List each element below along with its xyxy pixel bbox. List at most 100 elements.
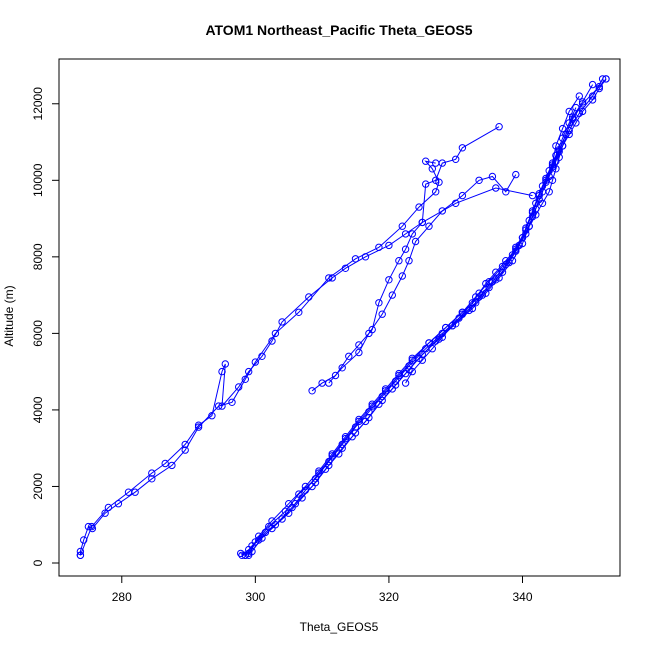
data-point — [428, 345, 436, 353]
data-point — [588, 96, 597, 104]
series-2 — [76, 184, 537, 559]
y-tick-label: 10000 — [31, 163, 45, 197]
data-point — [535, 190, 543, 198]
data-point — [341, 434, 350, 443]
data-point — [448, 322, 457, 330]
data-point — [488, 172, 497, 181]
data-point — [328, 450, 336, 458]
plot-area-frame — [58, 58, 621, 577]
data-point — [532, 211, 540, 219]
data-point — [168, 461, 176, 470]
data-point — [408, 367, 416, 376]
data-point — [251, 538, 260, 546]
chart-title: ATOM1 Northeast_Pacific Theta_GEOS5 — [205, 22, 472, 38]
data-point — [305, 293, 313, 301]
data-point — [568, 113, 577, 121]
data-point — [565, 107, 573, 116]
data-point — [328, 274, 336, 282]
data-point — [361, 417, 370, 426]
data-point — [295, 308, 303, 316]
data-point — [251, 358, 260, 366]
data-point — [398, 222, 406, 230]
series-8 — [245, 103, 580, 558]
data-point — [308, 387, 316, 395]
series-line — [328, 174, 517, 384]
y-axis: 0 2000 4000 6000 8000 10000 12000 — [31, 87, 60, 566]
data-point — [482, 279, 490, 288]
y-tick-label: 2000 — [31, 473, 45, 500]
series-10 — [401, 75, 610, 387]
data-point — [408, 354, 416, 362]
data-point — [411, 237, 420, 246]
x-tick-label: 300 — [245, 590, 265, 604]
data-point — [502, 188, 510, 196]
data-point — [512, 245, 520, 253]
data-point — [408, 356, 416, 364]
series-line — [241, 78, 604, 556]
data-point — [405, 257, 413, 265]
data-point — [512, 247, 520, 255]
data-point — [555, 147, 563, 156]
series-7 — [241, 92, 583, 559]
data-point — [475, 289, 483, 297]
data-point — [268, 517, 276, 525]
series-layer — [76, 75, 610, 559]
data-point — [281, 507, 290, 515]
series-line — [405, 78, 607, 384]
data-point — [458, 144, 467, 152]
data-point — [378, 310, 386, 318]
data-point — [245, 551, 253, 559]
series-line — [240, 78, 607, 556]
data-point — [218, 367, 226, 376]
data-point — [278, 318, 286, 326]
data-point — [548, 176, 557, 185]
data-point — [315, 467, 323, 475]
data-point — [595, 82, 603, 91]
data-point — [325, 379, 333, 387]
series-line — [79, 160, 440, 556]
data-point — [368, 402, 376, 410]
data-point — [578, 100, 587, 108]
data-point — [345, 352, 353, 360]
data-point — [221, 360, 230, 368]
series-line — [244, 95, 580, 556]
data-point — [545, 188, 553, 196]
data-point — [575, 92, 583, 100]
data-point — [602, 75, 610, 83]
data-point — [552, 165, 560, 173]
x-tick-label: 320 — [379, 590, 399, 604]
data-point — [268, 337, 276, 345]
data-point — [401, 245, 410, 253]
data-point — [458, 308, 467, 316]
data-point — [148, 469, 156, 477]
data-point — [588, 80, 597, 89]
data-point — [492, 276, 500, 284]
data-point — [181, 440, 189, 449]
series-9 — [245, 80, 597, 559]
data-point — [395, 369, 403, 378]
y-tick-label: 8000 — [31, 243, 45, 270]
x-axis-label: Theta_GEOS5 — [300, 620, 379, 634]
series-line — [79, 187, 533, 556]
data-point — [265, 522, 273, 531]
data-point — [385, 276, 393, 284]
data-point — [104, 503, 113, 512]
data-point — [458, 310, 467, 318]
series-line — [248, 107, 577, 554]
data-point — [235, 383, 243, 391]
data-point — [422, 157, 430, 165]
data-point — [301, 482, 310, 491]
data-point — [341, 264, 350, 272]
data-point — [228, 398, 236, 406]
data-point — [395, 257, 403, 265]
data-point — [518, 234, 527, 242]
data-point — [208, 412, 216, 420]
data-point — [194, 421, 203, 429]
data-point — [525, 222, 533, 230]
data-point — [355, 415, 363, 424]
data-point — [422, 180, 430, 188]
data-point — [388, 291, 396, 299]
data-point — [538, 199, 547, 208]
data-point — [395, 371, 403, 380]
data-point — [565, 130, 573, 139]
